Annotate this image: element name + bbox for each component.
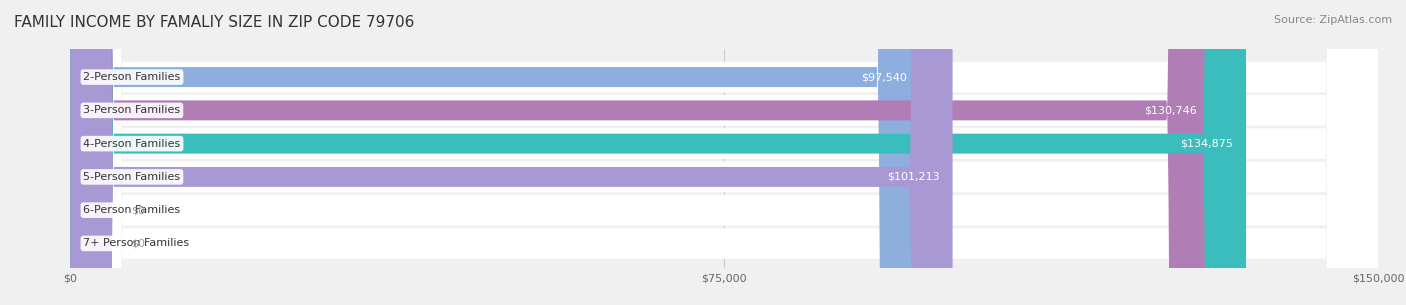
FancyBboxPatch shape bbox=[70, 0, 953, 305]
Text: 4-Person Families: 4-Person Families bbox=[83, 139, 180, 149]
FancyBboxPatch shape bbox=[70, 0, 1378, 305]
FancyBboxPatch shape bbox=[70, 0, 921, 305]
FancyBboxPatch shape bbox=[70, 0, 1246, 305]
FancyBboxPatch shape bbox=[70, 0, 1211, 305]
FancyBboxPatch shape bbox=[70, 0, 1378, 305]
Text: $97,540: $97,540 bbox=[862, 72, 907, 82]
Text: 3-Person Families: 3-Person Families bbox=[83, 105, 180, 115]
Text: $101,213: $101,213 bbox=[887, 172, 939, 182]
Text: 5-Person Families: 5-Person Families bbox=[83, 172, 180, 182]
Text: $0: $0 bbox=[131, 205, 145, 215]
Text: $130,746: $130,746 bbox=[1144, 105, 1197, 115]
FancyBboxPatch shape bbox=[70, 0, 1378, 305]
Text: 7+ Person Families: 7+ Person Families bbox=[83, 239, 190, 249]
Text: 2-Person Families: 2-Person Families bbox=[83, 72, 180, 82]
FancyBboxPatch shape bbox=[70, 0, 1378, 305]
Text: FAMILY INCOME BY FAMALIY SIZE IN ZIP CODE 79706: FAMILY INCOME BY FAMALIY SIZE IN ZIP COD… bbox=[14, 15, 415, 30]
Text: Source: ZipAtlas.com: Source: ZipAtlas.com bbox=[1274, 15, 1392, 25]
Text: $0: $0 bbox=[131, 239, 145, 249]
FancyBboxPatch shape bbox=[70, 0, 1378, 305]
Text: 6-Person Families: 6-Person Families bbox=[83, 205, 180, 215]
Text: $134,875: $134,875 bbox=[1180, 139, 1233, 149]
FancyBboxPatch shape bbox=[70, 0, 1378, 305]
